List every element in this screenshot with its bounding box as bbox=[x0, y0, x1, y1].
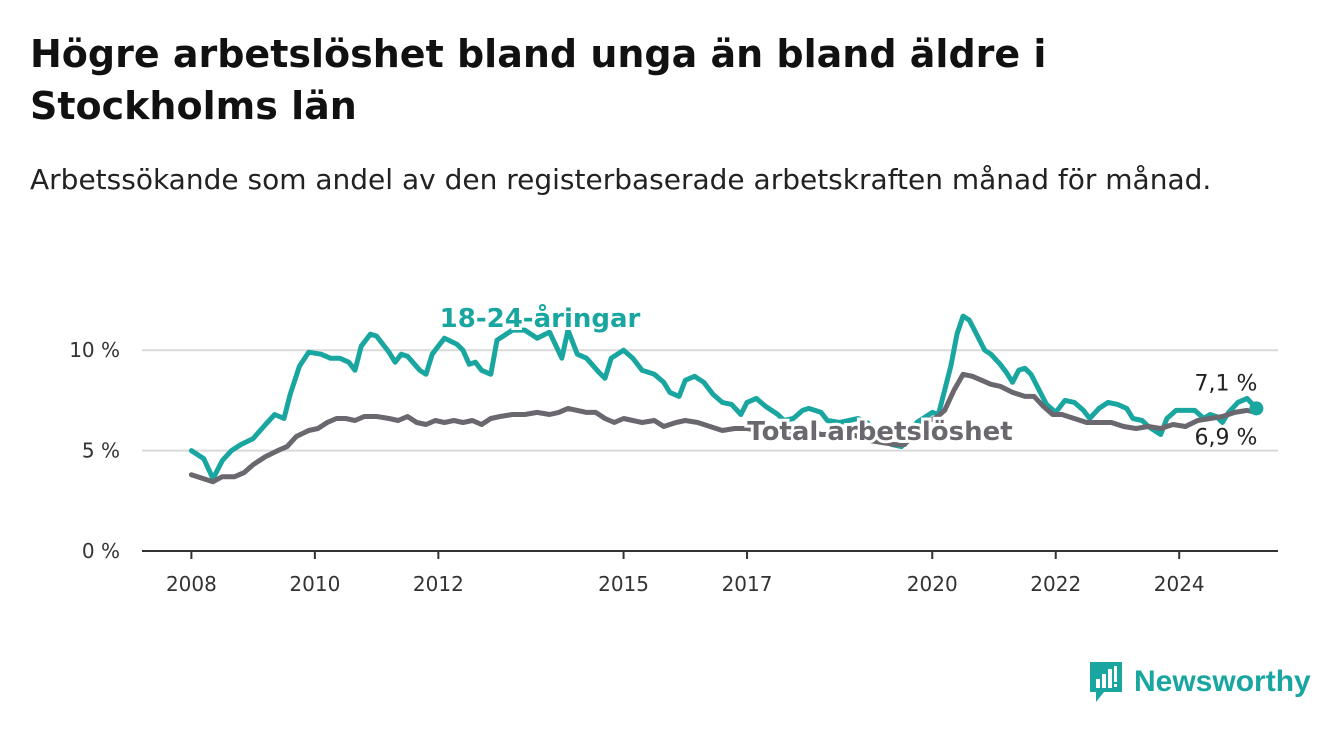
x-tick-label: 2012 bbox=[413, 572, 464, 596]
series-line-youth bbox=[188, 313, 1259, 482]
series-layer bbox=[188, 313, 1264, 485]
x-tick-label: 2024 bbox=[1154, 572, 1205, 596]
y-tick-label: 10 % bbox=[69, 338, 120, 362]
newsworthy-logo-icon bbox=[1090, 662, 1122, 702]
brand-name: Newsworthy bbox=[1134, 665, 1311, 698]
y-tick-label: 0 % bbox=[82, 539, 120, 563]
end-label-youth: 7,1 % bbox=[1195, 371, 1258, 396]
series-line-total bbox=[188, 371, 1259, 485]
chart-title: Högre arbetslöshet bland unga än bland ä… bbox=[30, 32, 1047, 128]
x-tick-label: 2015 bbox=[598, 572, 649, 596]
x-tick-label: 2020 bbox=[907, 572, 958, 596]
x-tick-label: 2022 bbox=[1030, 572, 1081, 596]
y-tick-label: 5 % bbox=[82, 439, 120, 463]
brand-logo: Newsworthy bbox=[1088, 660, 1311, 704]
grid-layer: 0 % 5 % 10 % bbox=[69, 338, 1278, 563]
x-tick-label: 2017 bbox=[722, 572, 773, 596]
x-axis: 2008 2010 2012 2015 2017 2020 2022 2024 bbox=[142, 550, 1278, 596]
series-label-total: Total arbetslöshet bbox=[747, 417, 1012, 447]
x-tick-label: 2010 bbox=[289, 572, 340, 596]
series-label-youth: 18-24-åringar bbox=[440, 302, 641, 334]
series-end-point-youth bbox=[1249, 401, 1264, 416]
chart-subtitle: Arbetssökande som andel av den registerb… bbox=[30, 163, 1212, 196]
label-layer: 18-24-åringar Total arbetslöshet 7,1 % 6,9 … bbox=[437, 299, 1260, 453]
end-label-total: 6,9 % bbox=[1195, 425, 1258, 450]
x-tick-label: 2008 bbox=[166, 572, 217, 596]
